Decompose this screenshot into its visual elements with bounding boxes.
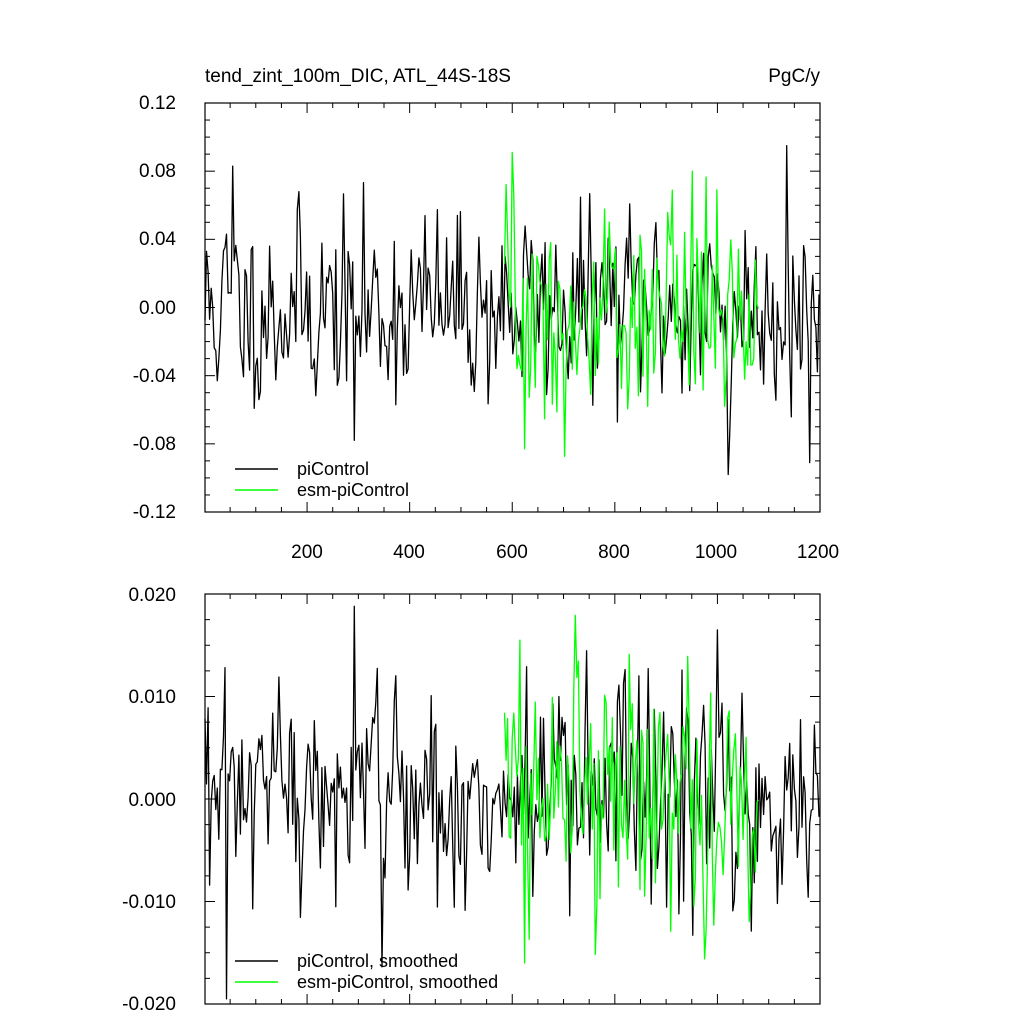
bottom-y-tick-label: 0.010 [128, 687, 176, 708]
top-legend-label-esm-picontrol: esm-piControl [297, 480, 409, 500]
top-x-tick-labels: 200 400 600 800 1000 1200 [291, 542, 839, 563]
top-y-tick-label: -0.08 [133, 434, 176, 455]
top-x-tick-label: 1000 [695, 542, 737, 563]
top-legend: piControl esm-piControl [235, 459, 409, 500]
bottom-y-tick-label: -0.010 [122, 892, 176, 913]
top-panel: tend_zint_100m_DIC, ATL_44S-18S PgC/y 0.… [133, 66, 839, 563]
bottom-y-tick-label: 0.020 [128, 585, 176, 606]
bottom-panel: 0.020 0.010 0.000 -0.010 -0.020 piContro… [122, 585, 821, 1015]
top-x-tick-label: 800 [598, 542, 630, 563]
bottom-series-group [204, 605, 820, 1000]
bottom-y-tick-label: -0.020 [122, 994, 176, 1015]
bottom-legend-label-esm-picontrol-smoothed: esm-piControl, smoothed [297, 972, 498, 992]
top-x-tick-label: 400 [393, 542, 425, 563]
top-legend-label-picontrol: piControl [297, 459, 369, 479]
top-y-tick-label: 0.00 [139, 298, 176, 319]
top-chart-title: tend_zint_100m_DIC, ATL_44S-18S [205, 66, 511, 87]
bottom-series-picontrol-smoothed [204, 605, 820, 1000]
top-y-tick-labels: 0.12 0.08 0.04 0.00 -0.04 -0.08 -0.12 [133, 93, 177, 523]
top-y-tick-label: 0.12 [139, 93, 176, 114]
top-chart-units: PgC/y [768, 66, 820, 87]
bottom-y-tick-labels: 0.020 0.010 0.000 -0.010 -0.020 [122, 585, 176, 1015]
top-x-tick-label: 1200 [797, 542, 839, 563]
top-x-tick-label: 600 [496, 542, 528, 563]
top-x-tick-label: 200 [291, 542, 323, 563]
top-plot-frame [204, 102, 821, 513]
top-series-group [204, 144, 820, 476]
top-series-esm-picontrol [503, 151, 760, 458]
top-tick-marks [205, 102, 821, 513]
top-y-tick-label: -0.12 [133, 502, 176, 523]
bottom-series-esm-picontrol-smoothed [503, 614, 759, 964]
bottom-legend-label-picontrol-smoothed: piControl, smoothed [297, 951, 458, 971]
top-y-tick-label: 0.04 [139, 229, 176, 250]
top-y-tick-label: -0.04 [133, 366, 177, 387]
bottom-y-tick-label: 0.000 [128, 790, 176, 811]
top-y-tick-label: 0.08 [139, 161, 176, 182]
bottom-plot-frame [204, 593, 821, 1005]
bottom-legend: piControl, smoothed esm-piControl, smoot… [235, 951, 498, 992]
